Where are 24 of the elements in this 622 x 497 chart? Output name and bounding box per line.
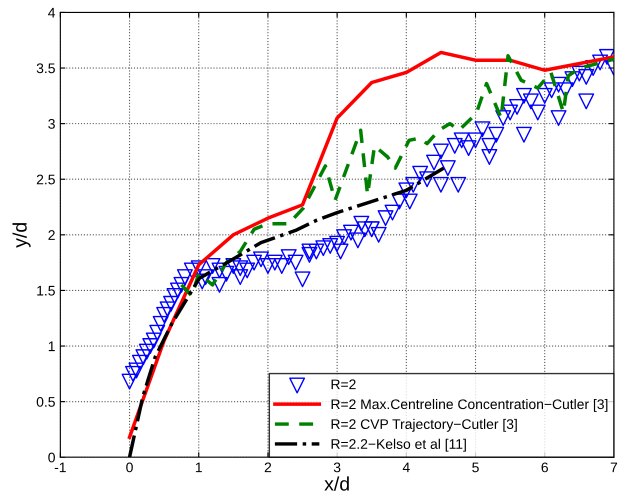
x-tick-label: 6 bbox=[542, 462, 548, 472]
y-tick-label: 2 bbox=[48, 230, 55, 240]
y-tick-label: 1 bbox=[48, 342, 55, 352]
x-tick-label: 0 bbox=[126, 462, 133, 472]
legend-label: R=2 bbox=[332, 379, 356, 390]
x-tick-label: -1 bbox=[54, 462, 66, 472]
y-tick-label: 2.5 bbox=[36, 174, 55, 184]
y-tick-label: 3 bbox=[48, 118, 55, 129]
y-tick-label: 1.5 bbox=[37, 286, 55, 296]
legend-label: R=2 Max.Centreline Concentration−Cutler [3] bbox=[332, 398, 608, 412]
legend-label: R=2 CVP Trajectory−Cutler [3] bbox=[332, 418, 517, 432]
x-axis-title: x/d bbox=[324, 476, 349, 491]
x-tick-label: 3 bbox=[334, 462, 340, 472]
y-tick-label: 0.5 bbox=[36, 396, 55, 407]
y-axis-title: y/d bbox=[12, 223, 31, 248]
x-tick-label: 5 bbox=[472, 462, 479, 472]
x-tick-label: 2 bbox=[264, 462, 272, 472]
x-tick-label: 7 bbox=[610, 462, 618, 472]
y-tick-label: 4 bbox=[48, 8, 56, 18]
x-tick-label: 1 bbox=[196, 462, 202, 472]
legend-label: R=2.2−Kelso et al [11] bbox=[332, 438, 466, 452]
y-tick-label: 0 bbox=[48, 452, 55, 462]
y-tick-label: 3.5 bbox=[36, 63, 55, 74]
x-tick-label: 4 bbox=[402, 462, 410, 472]
